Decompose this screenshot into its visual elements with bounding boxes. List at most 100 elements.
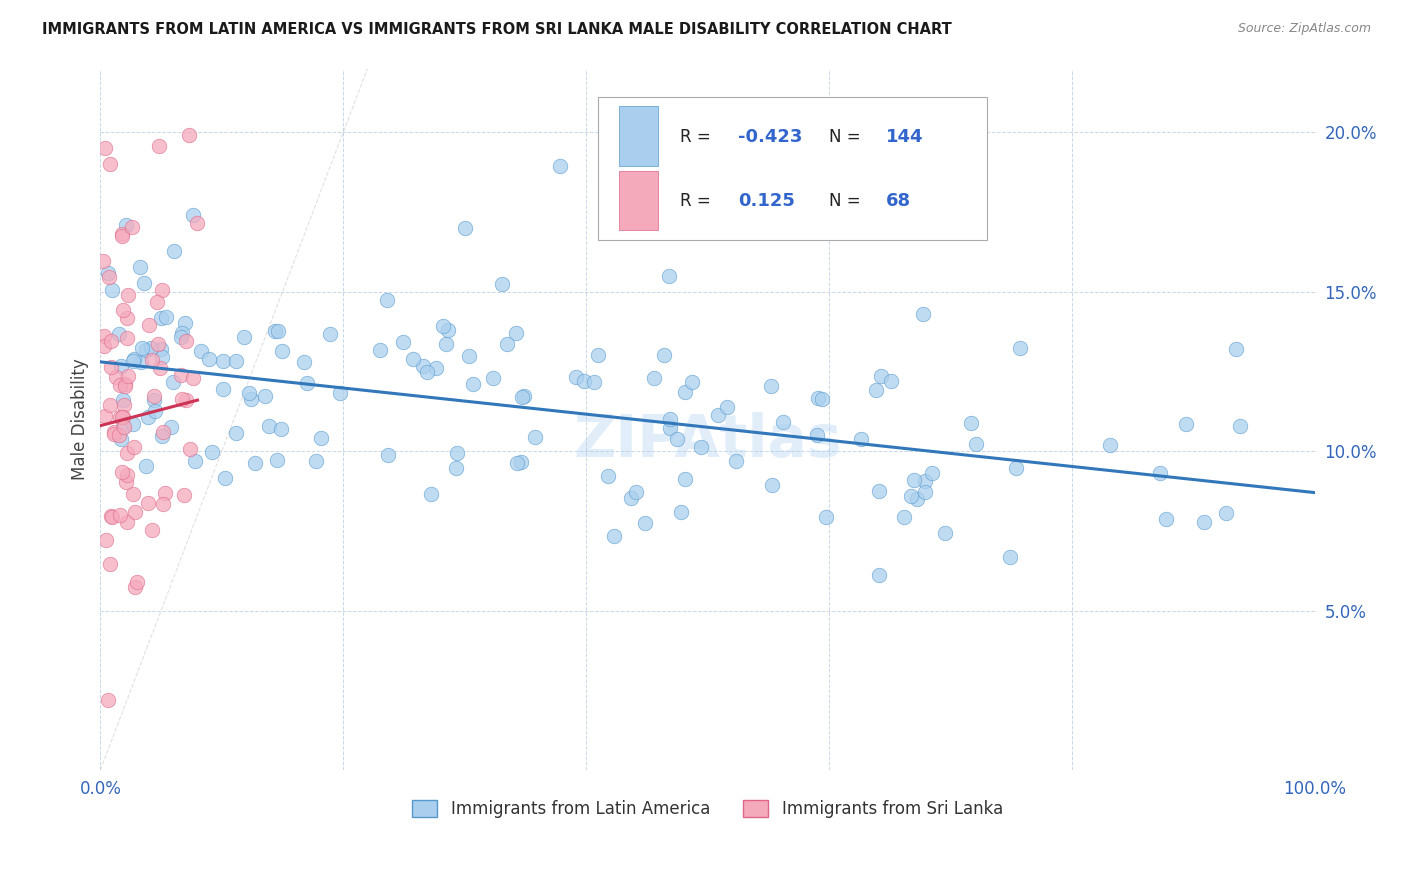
- Point: [108, 409, 131, 424]
- Point: [482, 371, 505, 385]
- Point: [129, 355, 152, 369]
- Point: [122, 440, 145, 454]
- Point: [868, 484, 890, 499]
- Point: [214, 471, 236, 485]
- Point: [761, 378, 783, 392]
- Point: [112, 393, 135, 408]
- Point: [108, 427, 131, 442]
- Point: [146, 294, 169, 309]
- Point: [111, 465, 134, 479]
- Point: [201, 445, 224, 459]
- Point: [436, 323, 458, 337]
- Point: [446, 445, 468, 459]
- Point: [100, 283, 122, 297]
- Point: [1010, 341, 1032, 355]
- Point: [111, 420, 134, 434]
- Point: [152, 497, 174, 511]
- Point: [491, 277, 513, 292]
- Text: N =: N =: [830, 128, 866, 145]
- Point: [110, 359, 132, 374]
- Point: [112, 420, 135, 434]
- Point: [152, 425, 174, 439]
- Point: [375, 293, 398, 307]
- Point: [865, 383, 887, 397]
- Point: [115, 516, 138, 530]
- Point: [586, 347, 609, 361]
- Point: [264, 324, 287, 338]
- Point: [114, 379, 136, 393]
- Point: [105, 369, 128, 384]
- Point: [402, 352, 425, 367]
- Point: [100, 359, 122, 374]
- Point: [900, 489, 922, 503]
- Point: [132, 276, 155, 290]
- Point: [1229, 419, 1251, 434]
- Point: [143, 404, 166, 418]
- Point: [108, 508, 131, 523]
- Point: [198, 351, 221, 366]
- Point: [98, 399, 121, 413]
- Point: [184, 454, 207, 468]
- Point: [419, 487, 441, 501]
- Point: [716, 400, 738, 414]
- Text: R =: R =: [679, 128, 716, 145]
- Point: [172, 392, 194, 406]
- Point: [181, 370, 204, 384]
- Point: [155, 485, 177, 500]
- Point: [772, 415, 794, 429]
- Text: N =: N =: [830, 192, 866, 210]
- Point: [115, 331, 138, 345]
- Point: [212, 353, 235, 368]
- Point: [416, 366, 439, 380]
- Point: [505, 326, 527, 340]
- Point: [141, 352, 163, 367]
- Point: [124, 581, 146, 595]
- Point: [412, 359, 434, 374]
- Point: [108, 326, 131, 341]
- Point: [669, 505, 692, 519]
- Point: [111, 227, 134, 242]
- Point: [879, 374, 901, 388]
- Point: [1192, 515, 1215, 529]
- Point: [100, 334, 122, 348]
- Point: [150, 310, 173, 325]
- Point: [643, 371, 665, 385]
- Point: [103, 427, 125, 442]
- Point: [177, 128, 200, 143]
- Point: [253, 389, 276, 403]
- Point: [271, 343, 294, 358]
- Point: [259, 418, 281, 433]
- Point: [127, 574, 149, 589]
- Point: [136, 496, 159, 510]
- Point: [155, 310, 177, 324]
- Point: [149, 342, 172, 356]
- Text: 144: 144: [886, 128, 924, 145]
- Point: [815, 509, 838, 524]
- Point: [91, 253, 114, 268]
- Point: [111, 229, 134, 244]
- Point: [512, 391, 534, 405]
- Point: [1098, 438, 1121, 452]
- Point: [94, 533, 117, 547]
- Point: [122, 354, 145, 368]
- Point: [572, 374, 595, 388]
- Point: [115, 310, 138, 325]
- Point: [893, 510, 915, 524]
- Point: [115, 445, 138, 459]
- Point: [97, 693, 120, 707]
- Point: [170, 368, 193, 382]
- Point: [463, 377, 485, 392]
- Point: [148, 139, 170, 153]
- Point: [142, 389, 165, 403]
- Point: [583, 375, 606, 389]
- Point: [110, 378, 132, 392]
- Point: [603, 529, 626, 543]
- Point: [309, 431, 332, 445]
- Point: [150, 429, 173, 443]
- Point: [117, 468, 139, 483]
- Point: [1175, 417, 1198, 432]
- Point: [93, 409, 115, 423]
- Point: [444, 461, 467, 475]
- Point: [190, 343, 212, 358]
- Point: [965, 437, 987, 451]
